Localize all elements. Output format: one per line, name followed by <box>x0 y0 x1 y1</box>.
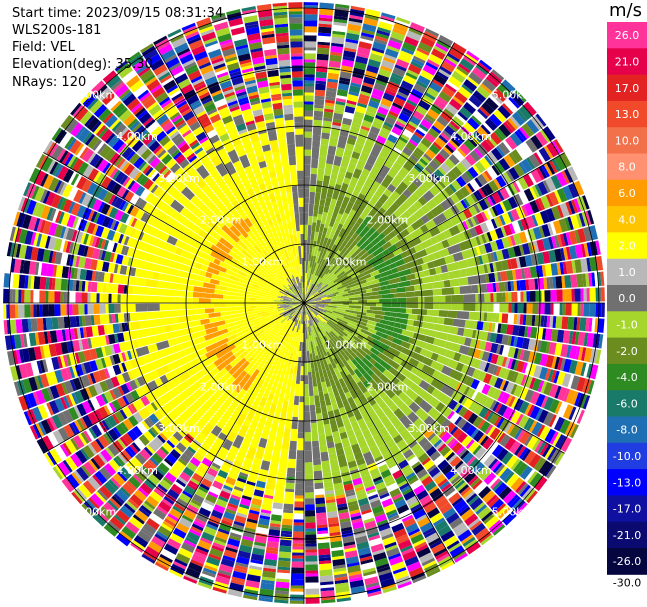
range-ring-label: 3.00km <box>158 172 200 185</box>
colorbar-label: -21.0 <box>613 529 641 542</box>
colorbar-label: -2.0 <box>616 345 637 358</box>
colorbar-bottom-label: -30.0 <box>613 576 641 589</box>
range-rings <box>3 2 605 604</box>
range-ring-label: 1.00km <box>242 339 284 352</box>
colorbar-bin <box>607 285 647 312</box>
colorbar-bin <box>607 100 647 128</box>
range-ring-label: 1.00km <box>325 255 367 268</box>
colorbar-bin <box>607 206 647 233</box>
colorbar-bin <box>607 521 647 549</box>
range-ring-label: 3.00km <box>408 422 450 435</box>
colorbar-bin <box>607 179 647 207</box>
colorbar-label: -8.0 <box>616 424 637 437</box>
colorbar-bin <box>607 442 647 470</box>
range-ring-label: 4.00km <box>450 464 492 477</box>
range-ring-label: 5.00km <box>492 88 534 101</box>
start-time-text: Start time: 2023/09/15 08:31:34 <box>12 6 224 21</box>
colorbar-label: -4.0 <box>616 371 637 384</box>
range-ring-label: 3.00km <box>408 172 450 185</box>
range-ring-label: 4.00km <box>450 130 492 143</box>
colorbar-bin <box>607 258 647 286</box>
range-ring-label: 2.00km <box>200 380 242 393</box>
colorbar-bin <box>607 390 647 417</box>
colorbar-label: 0.0 <box>618 292 636 305</box>
colorbar-bin <box>607 232 647 260</box>
colorbar-bin <box>607 22 647 49</box>
colorbar-label: 10.0 <box>615 134 640 147</box>
colorbar-bin <box>607 548 647 575</box>
colorbar-bin <box>607 416 647 444</box>
colorbar-bin <box>607 469 647 496</box>
colorbar-bin <box>607 337 647 365</box>
range-ring-label: 3.00km <box>158 422 200 435</box>
field-text: Field: VEL <box>12 40 75 55</box>
colorbar-label: 1.0 <box>618 266 636 279</box>
range-ring-label: 4.00km <box>116 464 158 477</box>
range-ring-label: 2.00km <box>367 214 409 227</box>
colorbar-label: 4.0 <box>618 213 636 226</box>
colorbar-label: 26.0 <box>615 29 640 42</box>
colorbar-bin <box>607 74 647 102</box>
colorbar-label: -17.0 <box>613 503 641 516</box>
colorbar-label: 6.0 <box>618 187 636 200</box>
nrays-text: NRays: 120 <box>12 75 87 90</box>
colorbar-bin <box>607 363 647 391</box>
colorbar-bin <box>607 311 647 339</box>
colorbar-label: -26.0 <box>613 555 641 568</box>
colorbar-label: -13.0 <box>613 476 641 489</box>
range-ring-label: 5.00km <box>492 506 534 519</box>
radar-gates <box>3 2 605 604</box>
colorbar-label: 21.0 <box>615 56 640 69</box>
colorbar-bin <box>607 495 647 523</box>
range-ring-label: 5.00km <box>75 88 117 101</box>
colorbar-unit: m/s <box>609 0 642 21</box>
range-ring-labels: 1.00km 1.00km 1.00km 1.00km 2.00km 2.00km 2.00… <box>75 88 534 518</box>
colorbar: 26.0 21.0 17.0 13.0 10.0 8.0 6.0 4.0 2.0 1.0 0.0 -1… <box>607 22 647 589</box>
range-ring-label: 5.00km <box>75 506 117 519</box>
colorbar-label: -1.0 <box>616 318 637 331</box>
range-ring-label: 4.00km <box>116 130 158 143</box>
colorbar-bin <box>607 153 647 181</box>
instrument-text: WLS200s-181 <box>12 23 102 38</box>
range-ring-label: 1.00km <box>242 255 284 268</box>
colorbar-label: -10.0 <box>613 450 641 463</box>
range-ring-label: 1.00km <box>325 339 367 352</box>
colorbar-label: 8.0 <box>618 161 636 174</box>
range-ring-label: 2.00km <box>367 380 409 393</box>
colorbar-bin <box>607 48 647 76</box>
colorbar-label: 2.0 <box>618 240 636 253</box>
colorbar-label: 17.0 <box>615 82 640 95</box>
colorbar-label: 13.0 <box>615 108 640 121</box>
range-ring-label: 2.00km <box>200 214 242 227</box>
colorbar-label: -6.0 <box>616 397 637 410</box>
colorbar-bin <box>607 127 647 154</box>
elevation-text: Elevation(deg): 35.30 <box>12 57 153 72</box>
